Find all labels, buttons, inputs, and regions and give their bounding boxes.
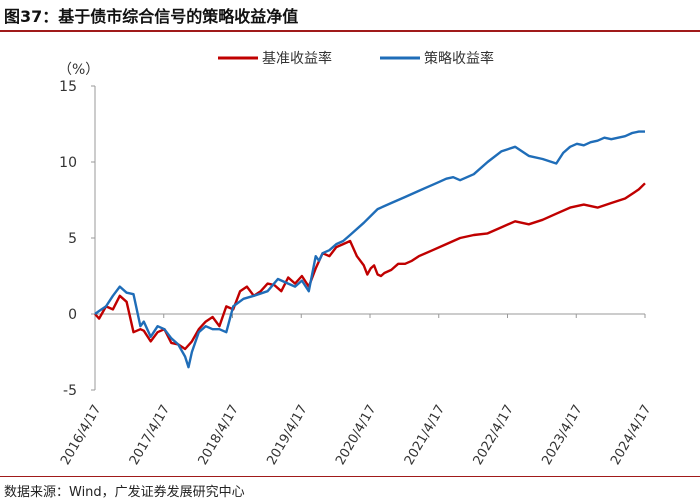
y-tick-label: -5	[63, 383, 77, 399]
y-tick-label: 10	[59, 155, 77, 171]
x-tick-label: 2022/4/17	[471, 403, 517, 468]
series-line-2	[94, 130, 645, 369]
footer-divider	[0, 476, 700, 477]
chart-axes: -5 0 5 10 15 2016/4/17 2017/4/17 2018/4/17 2019/…	[58, 79, 654, 468]
y-axis-unit-label: （%）	[58, 62, 99, 78]
title-bar: 图37：基于债市综合信号的策略收益净值	[0, 0, 700, 30]
x-tick-label: 2024/4/17	[608, 403, 654, 468]
y-tick-label: 5	[68, 231, 77, 247]
source-note: 数据来源：Wind，广发证券发展研究中心	[4, 485, 245, 500]
chart-series	[94, 130, 646, 369]
x-tick-label: 2020/4/17	[333, 403, 379, 468]
x-tick-label: 2016/4/17	[58, 403, 104, 468]
page-title: 图37：基于债市综合信号的策略收益净值	[4, 7, 299, 26]
x-tick-label: 2019/4/17	[264, 403, 310, 468]
legend-label-2: 策略收益率	[424, 50, 494, 67]
x-tick-label: 2018/4/17	[196, 403, 242, 468]
legend-label-1: 基准收益率	[262, 50, 332, 67]
y-tick-label: 0	[68, 307, 77, 323]
x-tick-label: 2017/4/17	[127, 403, 173, 468]
line-chart: -5 0 5 10 15 2016/4/17 2017/4/17 2018/4/17 2019/…	[58, 50, 654, 468]
chart-container: -5 0 5 10 15 2016/4/17 2017/4/17 2018/4/17 2019/…	[0, 34, 700, 474]
series-line-1	[94, 182, 646, 351]
x-tick-label: 2021/4/17	[402, 403, 448, 468]
y-tick-label: 15	[59, 79, 77, 95]
x-tick-label: 2023/4/17	[539, 403, 585, 468]
title-divider	[0, 30, 700, 32]
chart-legend: 基准收益率 策略收益率	[218, 50, 494, 67]
